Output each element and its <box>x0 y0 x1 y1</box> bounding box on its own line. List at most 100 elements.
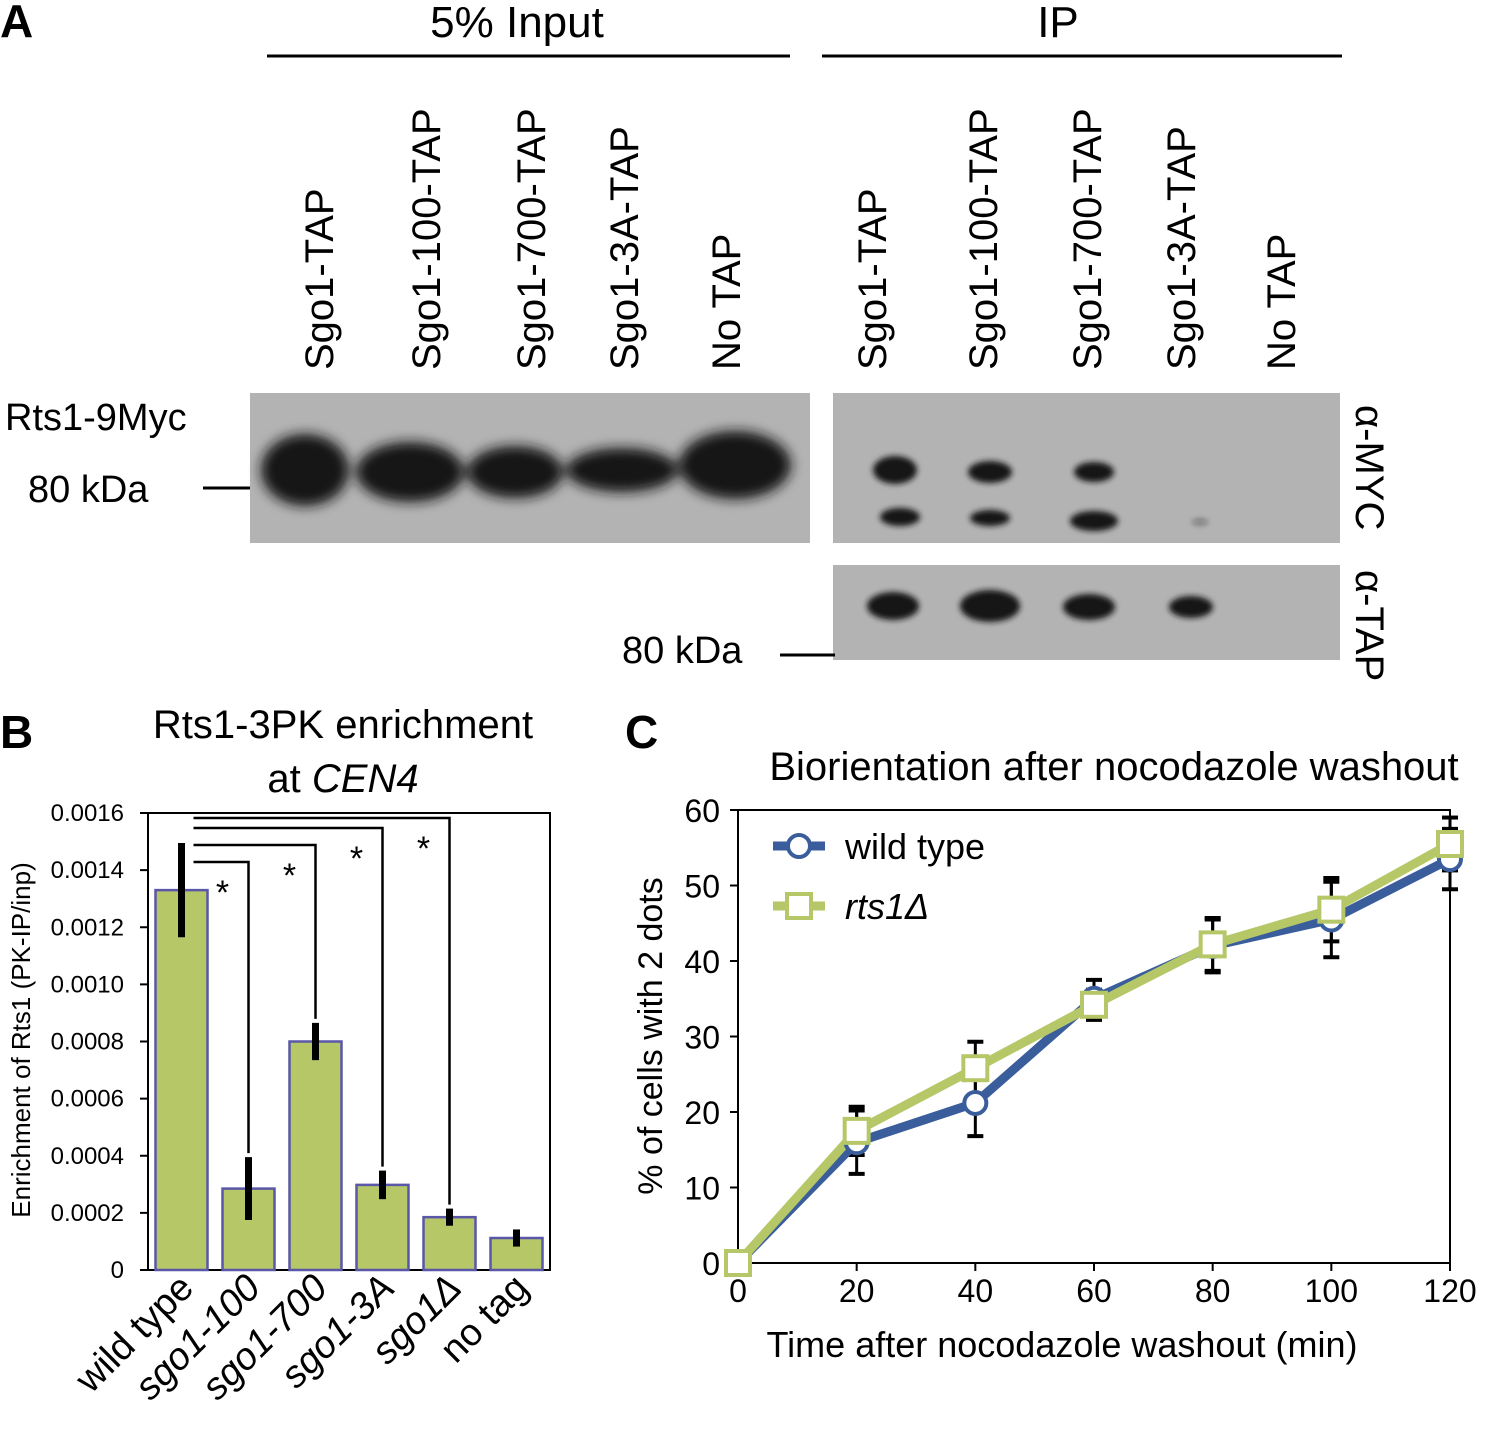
ip-myc-band-lower <box>880 508 920 526</box>
chart-b-subtitle-prefix: at <box>267 757 311 801</box>
panel-b: B Rts1-3PK enrichment at CEN4 Enrichment… <box>0 703 551 1409</box>
chart-b-subtitle-locus: CEN4 <box>312 757 419 801</box>
y-tick-label: 0.0010 <box>51 971 124 998</box>
y-tick-label: 50 <box>684 869 720 905</box>
chart-c-x-axis: 0 20 40 60 80 100 120 <box>729 1263 1477 1309</box>
panel-b-label: B <box>0 706 33 758</box>
input-band <box>679 431 791 499</box>
data-point <box>724 1249 752 1277</box>
bar <box>288 1040 343 1272</box>
input-lane-label: Sgo1-700-TAP <box>510 108 554 370</box>
ip-tap-band <box>960 590 1020 622</box>
chart-c-xlabel: Time after nocodazole washout (min) <box>767 1324 1358 1365</box>
x-tick-label: 120 <box>1423 1273 1476 1309</box>
chart-b-subtitle: at CEN4 <box>267 757 418 801</box>
input-band <box>261 434 349 506</box>
significance-bracket <box>193 826 384 1167</box>
significance-star: * <box>417 830 430 868</box>
x-tick-label: 80 <box>1195 1273 1231 1309</box>
x-tick-label: 60 <box>1076 1273 1112 1309</box>
chart-c-title: Biorientation after nocodazole washout <box>769 745 1458 789</box>
chart-c-y-axis: 0 10 20 30 40 50 60 <box>684 793 738 1282</box>
significance-bracket <box>193 860 250 1154</box>
x-tick-label: 40 <box>958 1273 994 1309</box>
input-lane-label: No TAP <box>705 234 749 370</box>
input-blot <box>250 393 810 543</box>
input-lane-label: Sgo1-TAP <box>298 188 342 370</box>
chart-c-frame <box>737 809 1451 1264</box>
input-band <box>356 442 464 502</box>
marker-label-right: 80 kDa <box>622 630 743 672</box>
ip-lane-label: Sgo1-100-TAP <box>962 108 1006 370</box>
legend-marker <box>785 892 813 920</box>
panel-c-label: C <box>625 706 658 758</box>
input-lane-label: Sgo1-3A-TAP <box>603 126 647 370</box>
y-tick-label: 30 <box>684 1020 720 1056</box>
ip-myc-blot <box>833 393 1340 543</box>
legend-label: wild type <box>844 826 985 867</box>
bar <box>355 1183 410 1272</box>
ip-lane-label: Sgo1-TAP <box>851 188 895 370</box>
x-tick-label: 100 <box>1305 1273 1358 1309</box>
panel-a-label: A <box>0 0 33 47</box>
y-tick-label: 0.0014 <box>51 857 124 884</box>
data-point <box>842 1116 871 1145</box>
chart-b-y-axis: 0 0.0002 0.0004 0.0006 0.0008 0.0010 0.0012 0.0… <box>51 800 148 1284</box>
ip-tap-blot <box>833 565 1340 660</box>
chart-b-x-axis: wild typesgo1-100sgo1-700sgo1-3Asgo1Δno … <box>67 1267 537 1409</box>
legend-marker <box>786 833 812 859</box>
data-point <box>1080 990 1108 1019</box>
antibody-myc-label: α-MYC <box>1347 405 1391 530</box>
significance-bracket <box>193 843 317 1019</box>
legend-label: rts1Δ <box>845 886 929 927</box>
y-tick-label: 60 <box>684 793 720 829</box>
ip-myc-band-upper <box>873 456 917 484</box>
ip-lane-label: No TAP <box>1260 234 1304 370</box>
y-tick-label: 0.0006 <box>51 1086 124 1113</box>
ip-myc-band-faint <box>1192 519 1208 525</box>
chart-c-legend: wild type rts1Δ <box>773 826 985 927</box>
ip-tap-band <box>867 592 919 620</box>
ip-tap-band <box>1063 594 1115 620</box>
data-point <box>962 1089 989 1116</box>
ip-lane-label: Sgo1-700-TAP <box>1066 108 1110 370</box>
input-lane-label: Sgo1-100-TAP <box>405 108 449 370</box>
ip-myc-band-lower <box>1070 511 1118 531</box>
chart-b-significance: * * * * <box>193 816 451 1205</box>
input-band <box>467 446 563 498</box>
y-tick-label: 40 <box>684 944 720 980</box>
y-tick-label: 0 <box>702 1246 720 1282</box>
panel-c: C Biorientation after nocodazole washout… <box>625 706 1477 1365</box>
ip-header: IP <box>1037 0 1079 47</box>
chart-b-bars <box>154 842 544 1272</box>
data-point <box>961 1054 990 1083</box>
antibody-tap-label: α-TAP <box>1347 570 1391 681</box>
significance-star: * <box>283 857 296 895</box>
significance-star: * <box>216 874 229 912</box>
input-header: 5% Input <box>430 0 604 47</box>
ip-myc-band-lower <box>970 510 1010 526</box>
panel-a: A 5% Input IP Sgo1-TAP Sgo1-100-TAP Sgo1… <box>0 0 1391 681</box>
y-tick-label: 10 <box>684 1171 720 1207</box>
chart-c-series <box>724 815 1464 1277</box>
x-tick-label: 0 <box>729 1273 747 1309</box>
y-tick-label: 20 <box>684 1095 720 1131</box>
bar <box>422 1215 477 1272</box>
y-tick-label: 0.0016 <box>51 800 124 827</box>
y-tick-label: 0.0004 <box>51 1143 124 1170</box>
y-tick-label: 0 <box>111 1257 124 1284</box>
ip-myc-band-upper <box>1074 462 1114 482</box>
significance-bracket <box>193 816 451 1205</box>
marker-label-left: 80 kDa <box>28 469 149 511</box>
y-tick-label: 0.0008 <box>51 1029 124 1056</box>
ip-myc-band-upper <box>968 461 1012 483</box>
significance-star: * <box>350 840 363 878</box>
chart-c-ylabel: % of cells with 2 dots <box>632 877 670 1194</box>
chart-b-title: Rts1-3PK enrichment <box>153 703 533 747</box>
input-band <box>566 448 678 492</box>
data-point <box>1436 829 1464 858</box>
data-point <box>1317 895 1346 924</box>
chart-b-ylabel: Enrichment of Rts1 (PK-IP/inp) <box>6 862 36 1217</box>
ip-lane-label: Sgo1-3A-TAP <box>1160 126 1204 370</box>
